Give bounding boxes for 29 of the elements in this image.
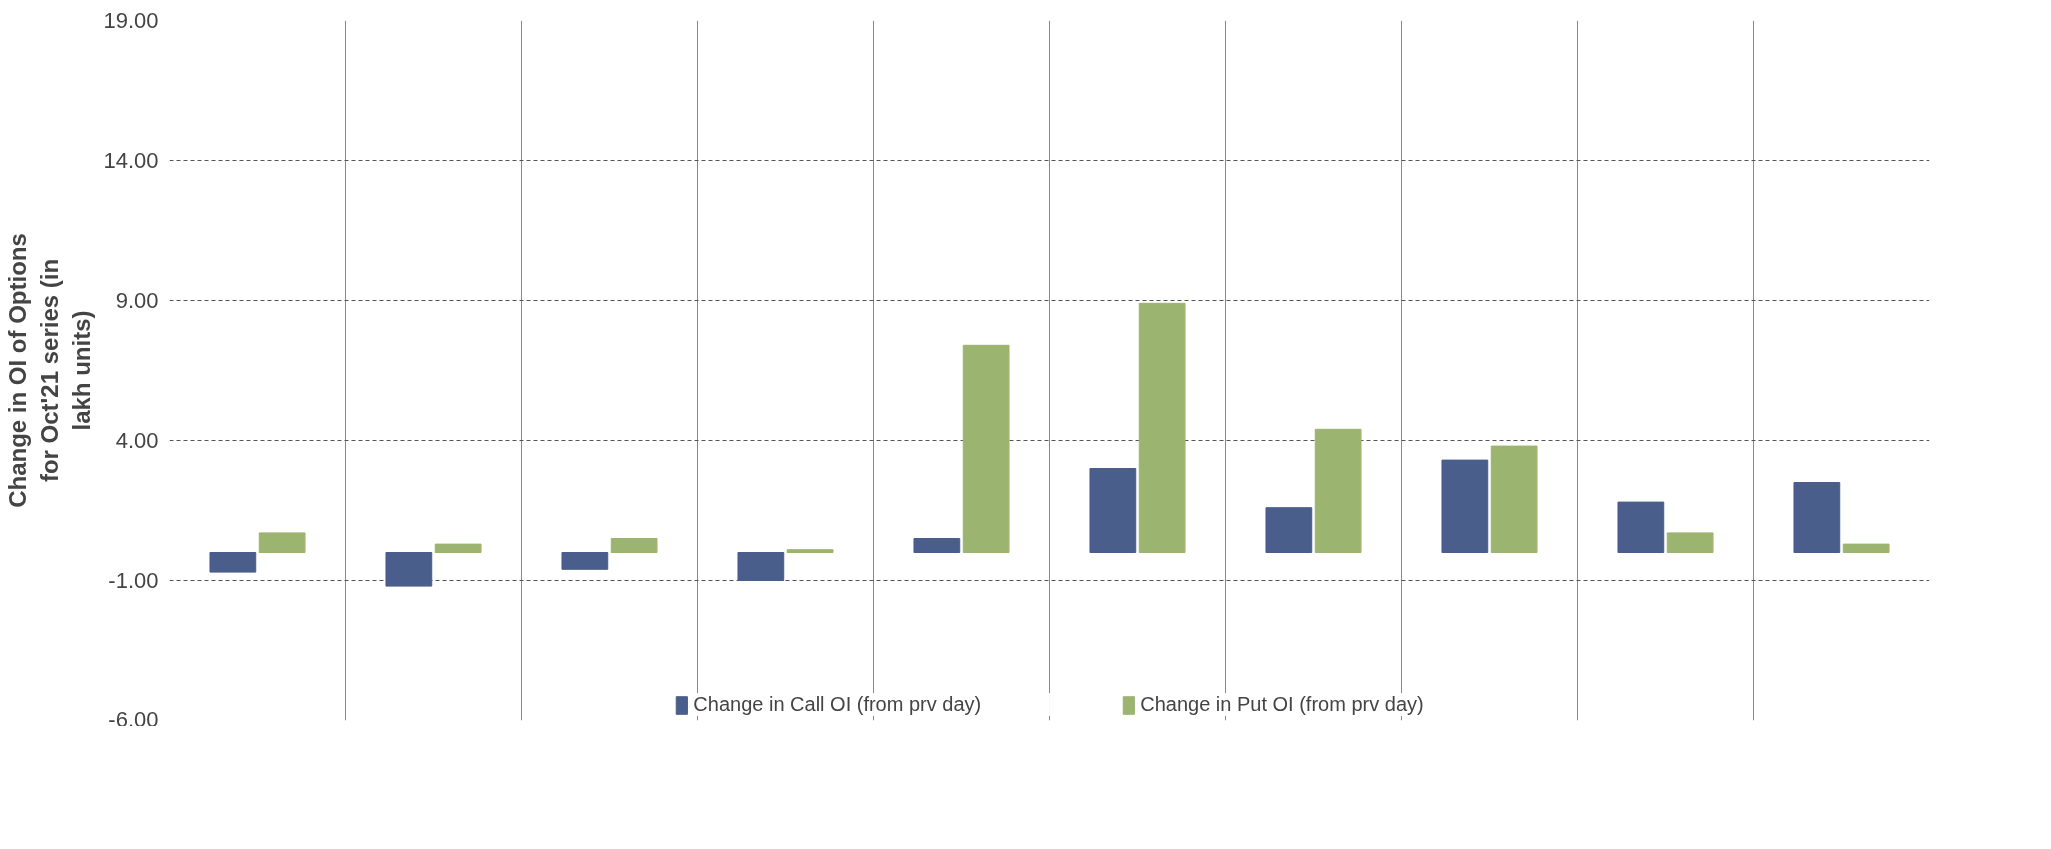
legend-label: Change in Call OI (from prv day) xyxy=(693,693,982,716)
bar xyxy=(1441,459,1489,553)
bar xyxy=(737,552,785,581)
y-axis-title: Change in OI of Options for Oct'21 series (in lakh units) xyxy=(3,233,96,508)
bar xyxy=(434,543,482,553)
bar xyxy=(1265,507,1313,553)
bar xyxy=(1793,482,1841,553)
y-tick-label: -1.00 xyxy=(108,568,159,593)
y-tick-label: 9.00 xyxy=(115,288,159,313)
y-tick-label: 19.00 xyxy=(103,8,159,33)
bar xyxy=(1314,428,1362,553)
bar xyxy=(209,552,257,573)
bar xyxy=(258,532,306,553)
bar xyxy=(561,552,609,570)
bar xyxy=(1138,302,1186,553)
y-tick-label: 14.00 xyxy=(103,148,159,173)
bar xyxy=(1666,532,1714,553)
bar xyxy=(786,549,834,553)
legend-label: Change in Put OI (from prv day) xyxy=(1140,693,1424,716)
y-tick-label: 4.00 xyxy=(115,428,159,453)
bar xyxy=(913,538,961,553)
bar xyxy=(1617,501,1665,553)
bar xyxy=(962,344,1010,553)
bar xyxy=(1490,445,1538,553)
bar xyxy=(385,552,433,587)
bar xyxy=(1842,543,1890,553)
y-tick-label: -6.00 xyxy=(108,706,159,732)
bar xyxy=(610,538,658,553)
bar xyxy=(1089,468,1137,553)
